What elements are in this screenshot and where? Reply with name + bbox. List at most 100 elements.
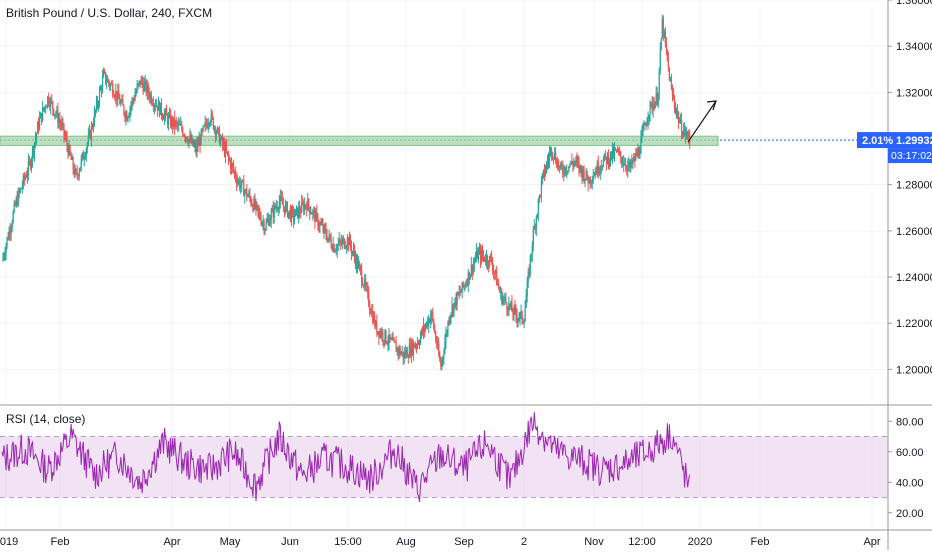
candle-body [208,123,210,125]
candle-body [182,129,184,136]
candle-body [267,219,269,221]
candle-body [293,216,296,220]
candle-body [583,169,585,182]
candle-body [661,18,663,39]
candle-body [400,353,402,355]
candle-body [6,237,8,246]
candle-body [113,94,115,97]
candle-body [500,291,502,293]
candle-body [204,122,206,126]
candle-body [567,170,569,172]
candle-body [532,229,534,247]
candle-body [429,319,431,323]
candle-body [527,271,529,282]
candle-body [607,154,610,165]
candle-body [597,162,599,174]
candle-body [279,196,281,202]
candle-body [465,283,467,286]
candle-body [102,71,105,78]
candle-body [402,351,404,359]
candle-body [95,100,98,111]
candle-body [600,167,602,169]
candle-body [370,310,372,314]
candle-body [152,104,154,107]
candle-body [433,319,435,329]
candle-body [297,207,299,218]
candle-body [85,148,87,157]
candle-body [318,226,320,228]
candle-body [546,161,549,164]
candle-body [283,206,286,213]
candle-body [164,110,167,115]
candle-body [414,345,417,348]
candle-body [570,161,572,165]
candle-body [75,169,77,173]
candle-body [161,114,164,118]
candle-body [485,256,488,263]
candle-body [199,139,201,146]
candle-body [220,136,223,140]
candle-body [308,199,310,208]
candle-body [246,188,248,197]
candle-body [258,210,260,213]
candle-body [636,152,638,156]
candle-body [535,217,537,229]
candle-body [545,163,548,171]
candle-body [497,283,499,286]
candle-body [37,123,40,129]
candle-body [374,315,376,327]
candle-body [63,123,65,135]
candle-body [319,223,321,227]
candle-body [679,119,682,123]
candle-body [5,245,7,255]
candle-body [458,292,460,295]
candle-body [167,116,170,125]
candle-body [36,123,39,134]
candle-body [363,285,365,287]
candle-body [134,94,136,101]
candle-body [462,282,464,287]
candle-body [478,249,481,252]
candle-body [109,83,111,87]
candle-body [603,153,605,160]
candle-body [688,132,690,138]
candle-body [234,170,236,173]
candle-body [674,105,677,113]
candle-body [123,105,125,114]
candle-body [188,139,190,144]
candle-body [525,296,527,308]
candle-body [137,83,139,86]
candle-body [449,316,451,323]
candle-body [117,90,119,101]
candle-body [477,251,480,259]
candle-body [450,313,452,317]
candle-body [446,332,448,334]
candle-body [372,310,374,323]
candle-body [344,247,346,249]
candle-body [595,171,597,175]
candle-body [577,161,579,163]
candle-body [274,205,276,209]
rsi-tick-label: 20.00 [896,508,924,520]
candle-body [231,163,234,166]
candle-body [615,149,618,152]
candle-body [371,310,373,314]
candle-body [66,138,68,147]
candle-body [150,94,152,103]
candle-body [352,250,355,252]
candle-body [324,225,326,230]
candle-body [54,114,56,116]
candle-body [473,261,475,265]
candle-body [606,154,609,164]
candle-body [426,321,428,326]
candle-body [132,99,134,101]
candle-body [515,309,517,316]
candle-body [673,98,676,106]
candle-body [72,157,74,170]
candle-body [520,311,522,313]
rsi-pane [0,412,888,503]
candle-body [369,305,371,311]
candle-body [580,165,582,170]
candle-body [212,117,214,129]
candle-body [298,207,300,218]
